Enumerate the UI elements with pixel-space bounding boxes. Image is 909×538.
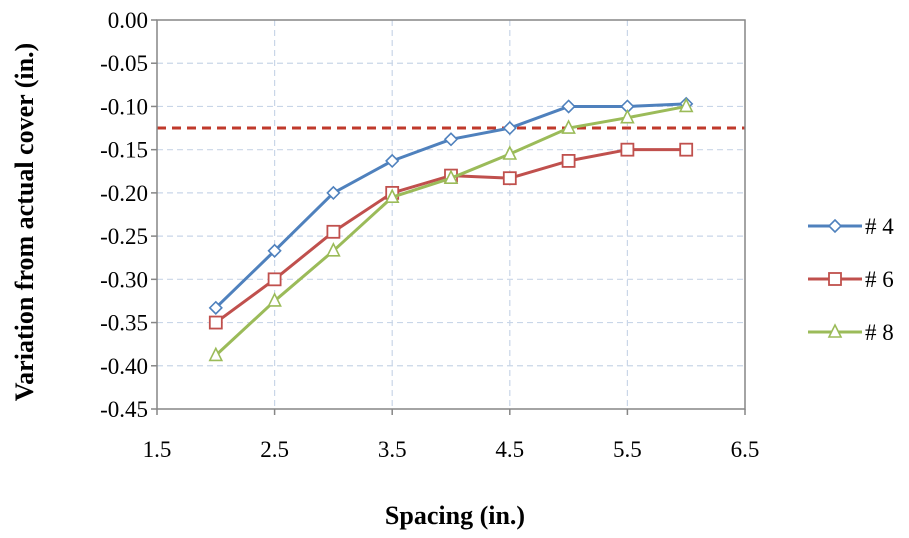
x-tick-label: 6.5 bbox=[731, 437, 760, 462]
legend-label: # 6 bbox=[865, 267, 894, 292]
data-point bbox=[561, 154, 576, 168]
data-point bbox=[208, 315, 223, 330]
x-tick-label: 5.5 bbox=[613, 437, 642, 462]
data-point bbox=[443, 169, 459, 184]
data-point bbox=[384, 188, 400, 204]
legend-entry: # 4 bbox=[808, 214, 894, 239]
data-point bbox=[679, 142, 694, 157]
data-point bbox=[385, 153, 400, 169]
data-point bbox=[678, 97, 694, 113]
legend-marker bbox=[827, 218, 843, 234]
y-axis-label: Variation from actual cover (in.) bbox=[10, 43, 39, 401]
data-point bbox=[502, 171, 517, 186]
data-point bbox=[502, 145, 518, 160]
data-point bbox=[620, 142, 635, 157]
y-tick-label: -0.10 bbox=[100, 94, 148, 119]
data-point bbox=[267, 272, 282, 287]
y-tick-label: -0.40 bbox=[100, 354, 148, 379]
y-tick-label: -0.05 bbox=[100, 51, 148, 76]
data-point bbox=[267, 243, 282, 258]
legend: # 4 # 6 # 8 bbox=[808, 214, 894, 345]
axes bbox=[151, 19, 746, 415]
data-point bbox=[502, 120, 517, 136]
x-tick-label: 3.5 bbox=[378, 437, 407, 462]
series-3 bbox=[208, 97, 694, 362]
data-point bbox=[326, 224, 341, 239]
x-tick-label: 2.5 bbox=[260, 437, 289, 462]
y-tick-label: -0.30 bbox=[100, 267, 148, 292]
data-point bbox=[443, 132, 459, 147]
y-tick-label: -0.25 bbox=[100, 224, 148, 249]
y-tick-label: 0.00 bbox=[108, 8, 148, 33]
y-tick-label: -0.35 bbox=[100, 311, 148, 336]
data-point bbox=[620, 108, 635, 124]
x-axis-label: Spacing (in.) bbox=[385, 501, 525, 530]
legend-entry: # 8 bbox=[808, 320, 894, 345]
data-point bbox=[326, 185, 341, 201]
y-tick-label: -0.45 bbox=[100, 397, 148, 422]
x-tick-label: 1.5 bbox=[143, 437, 172, 462]
data-point bbox=[326, 242, 341, 257]
series-1 bbox=[208, 96, 694, 315]
grid-lines bbox=[157, 20, 745, 409]
data-point bbox=[561, 99, 576, 114]
plot-frame bbox=[156, 19, 746, 410]
legend-marker bbox=[827, 323, 843, 338]
plot-series bbox=[208, 96, 694, 362]
x-tick-label: 4.5 bbox=[495, 437, 524, 462]
y-tick-label: -0.15 bbox=[100, 138, 148, 163]
data-point bbox=[208, 300, 223, 315]
data-point bbox=[267, 292, 282, 307]
legend-label: # 8 bbox=[865, 320, 894, 345]
legend-marker bbox=[828, 272, 842, 286]
legend-label: # 4 bbox=[865, 214, 894, 239]
data-point bbox=[561, 119, 576, 134]
y-tick-label: -0.20 bbox=[100, 181, 148, 206]
legend-entry: # 6 bbox=[808, 267, 894, 292]
tick-labels: 0.00 -0.05 -0.10 -0.15 -0.20 -0.25 -0.30 -0.35 -… bbox=[100, 8, 759, 462]
data-point bbox=[208, 346, 224, 362]
